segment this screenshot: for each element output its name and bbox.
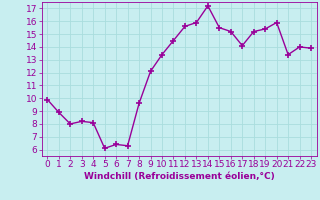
X-axis label: Windchill (Refroidissement éolien,°C): Windchill (Refroidissement éolien,°C)	[84, 172, 275, 181]
